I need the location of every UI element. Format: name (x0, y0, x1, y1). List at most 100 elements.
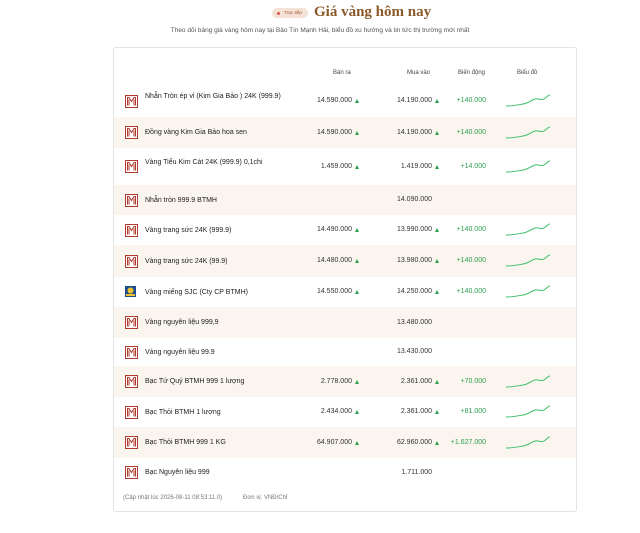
price-change: +81.000 (460, 408, 487, 415)
buy-price: 14.090.000 (396, 196, 432, 203)
buy-price: 2.361.000 (400, 408, 432, 415)
table-row: Đồng vàng Kim Gia Bảo hoa sen 14.590.000 1… (114, 117, 576, 148)
col-chart: Biểu đồ (517, 70, 538, 76)
subtitle: Theo dõi bảng giá vàng hôm nay tại Bảo T… (170, 27, 470, 34)
table-row: Vàng nguyên liệu 999,9 13.480.000 (114, 307, 576, 338)
buy-price: 14.190.000 (396, 97, 432, 104)
sell-price: 1.459.000 (320, 162, 352, 170)
col-change: Biến động (458, 70, 486, 76)
item-name: Vàng miếng SJC (Cty CP BTMH) (145, 288, 248, 296)
up-arrow (435, 379, 439, 384)
sell-price: 2.434.000 (320, 408, 352, 415)
page-title: Giá vàng hôm nay (314, 4, 432, 20)
brand-icon (125, 375, 138, 388)
sparkline (505, 94, 551, 107)
buy-price: 62.960.000 (396, 438, 432, 446)
up-arrow (355, 440, 359, 445)
sell-price: 14.550.000 (316, 288, 352, 295)
sparkline (505, 223, 551, 236)
item-name: Bạc Thỏi BTMH 1 lượng (145, 408, 221, 416)
up-arrow (355, 130, 359, 135)
up-arrow (435, 259, 439, 263)
sparkline (505, 254, 551, 267)
item-name: Vàng nguyên liệu 999,9 (145, 319, 219, 326)
up-arrow (435, 410, 439, 414)
col-sell: Bán ra (333, 70, 351, 76)
updated-time: (Cập nhật lúc 2026-08-11 08:53:11.0) (123, 495, 223, 501)
up-arrow (355, 259, 359, 263)
buy-price: 2.361.000 (400, 377, 432, 385)
col-buy: Mua vào (407, 70, 431, 76)
table-row: Vàng nguyên liệu 99.9 13.430.000 (114, 338, 576, 366)
sell-price: 14.590.000 (316, 128, 352, 136)
sparkline (505, 375, 551, 387)
brand-icon (125, 254, 138, 268)
price-change: +140.000 (456, 128, 486, 136)
brand-icon (125, 345, 138, 359)
item-name: Vàng Tiểu Kim Cát 24K (999.9) 0,1chi (145, 158, 263, 166)
table-row: Nhẫn Tròn ép vỉ (Kim Gia Bảo ) 24K (999.… (114, 85, 576, 117)
up-arrow (355, 379, 359, 384)
table-row: Bạc Thỏi BTMH 999 1 KG 64.907.000 62.960.0… (114, 427, 576, 458)
table-row: Vàng miếng SJC (Cty CP BTMH) 14.550.000 14… (114, 277, 576, 307)
buy-price: 13.430.000 (396, 348, 432, 355)
buy-price: 14.190.000 (396, 128, 432, 136)
item-name: Vàng nguyên liệu 99.9 (145, 348, 215, 356)
up-arrow (435, 290, 439, 294)
item-name: Đồng vàng Kim Gia Bảo hoa sen (145, 129, 247, 136)
item-name: Bạc Nguyên liệu 999 (145, 469, 210, 476)
sparkline (505, 436, 551, 448)
up-arrow (435, 440, 439, 445)
price-change: +140.000 (456, 257, 486, 264)
sjc-icon (125, 285, 138, 299)
up-arrow (435, 228, 439, 232)
item-name: Nhẫn Tròn ép vỉ (Kim Gia Bảo ) 24K (999.… (145, 93, 281, 100)
live-badge: Trực tiếp (272, 8, 308, 18)
table-row: Vàng Tiểu Kim Cát 24K (999.9) 0,1chi 1.45… (114, 148, 576, 185)
brand-icon (125, 436, 138, 449)
sparkline (505, 160, 551, 172)
item-name: Bạc Thỏi BTMH 999 1 KG (145, 439, 226, 446)
sparkline (505, 126, 551, 138)
buy-price: 13.990.000 (396, 226, 432, 233)
item-name: Nhẫn tròn 999.9 BTMH (145, 196, 217, 204)
table-row: Bạc Tứ Quý BTMH 999 1 lượng 2.778.000 2.36… (114, 366, 576, 397)
brand-icon (125, 223, 138, 237)
up-arrow (355, 164, 359, 169)
brand-icon (125, 466, 138, 479)
buy-price: 13.480.000 (396, 318, 432, 326)
up-arrow (355, 228, 359, 232)
brand-icon (125, 126, 138, 139)
unit: Đơn vị: VNĐ/Chỉ (243, 495, 288, 501)
sparkline (505, 285, 551, 298)
sell-price: 2.778.000 (320, 377, 352, 385)
brand-icon (125, 94, 138, 108)
table-row: Bạc Nguyên liệu 999 1.711.000 (114, 458, 576, 487)
sell-price: 14.480.000 (316, 257, 352, 264)
brand-icon (125, 160, 138, 173)
buy-price: 14.250.000 (396, 288, 432, 295)
up-arrow (355, 290, 359, 294)
price-change: +1.627.000 (450, 438, 486, 446)
table-row: Bạc Thỏi BTMH 1 lượng 2.434.000 2.361.000 +… (114, 397, 576, 427)
item-name: Vàng trang sức 24K (999.9) (145, 226, 232, 234)
sell-price: 14.590.000 (316, 97, 352, 104)
price-change: +140.000 (456, 226, 486, 233)
brand-icon (125, 405, 138, 419)
up-arrow (355, 410, 359, 414)
price-card (113, 47, 577, 512)
buy-price: 1.711.000 (401, 468, 432, 476)
price-change: +70.000 (460, 377, 487, 385)
price-change: +14.000 (460, 162, 487, 170)
up-arrow (435, 164, 439, 169)
buy-price: 13.980.000 (396, 257, 432, 264)
buy-price: 1.419.000 (400, 162, 432, 170)
item-name: Vàng trang sức 24K (99.9) (145, 257, 228, 265)
table-row: Nhẫn tròn 999.9 BTMH 14.090.000 (114, 185, 576, 215)
sell-price: 14.490.000 (316, 226, 352, 233)
brand-icon (125, 316, 138, 329)
table-row: Vàng trang sức 24K (99.9) 14.480.000 13.98… (114, 245, 576, 277)
up-arrow (355, 99, 359, 103)
brand-icon (125, 193, 138, 207)
